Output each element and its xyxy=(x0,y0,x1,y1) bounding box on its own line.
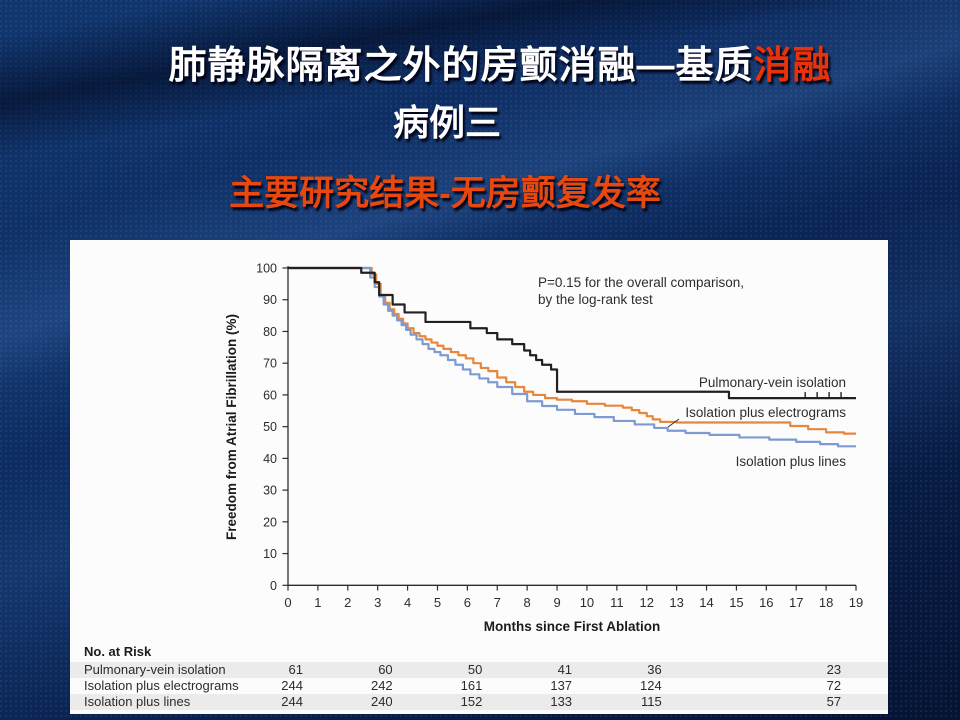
at-risk-value-month-0: 61 xyxy=(288,662,303,677)
pvalue-annotation-line1: P=0.15 for the overall comparison, xyxy=(538,275,744,290)
slide-title-white-part: 肺静脉隔离之外的房颤消融—基质 xyxy=(168,45,754,87)
y-tick-label-90: 90 xyxy=(263,293,277,307)
curve-isolation-plus-electrograms xyxy=(288,266,857,435)
y-tick-label-70: 70 xyxy=(263,357,277,371)
y-tick-label-60: 60 xyxy=(263,388,277,402)
x-tick-label-12: 12 xyxy=(640,595,654,610)
x-axis-title: Months since First Ablation xyxy=(484,619,661,634)
at-risk-value-month-18: 23 xyxy=(826,662,842,677)
slide-title-line2: 病例三 xyxy=(392,102,501,143)
y-tick-label-30: 30 xyxy=(263,484,277,498)
x-tick-label-3: 3 xyxy=(374,595,381,610)
at-risk-value-month-18: 72 xyxy=(826,678,842,693)
survival-chart-panel: 0 10 20 30 40 50 60 70 80 90 100 0 1 2 3 4 5 6 7 8 9 10 11 12 13… xyxy=(70,240,888,714)
x-tick-label-1: 1 xyxy=(314,595,321,610)
at-risk-row: Isolation plus electrograms 244 242 161 137 1… xyxy=(70,678,888,694)
y-tick-label-10: 10 xyxy=(263,547,277,561)
slide-subtitle: 主要研究结果-无房颤复发率 xyxy=(229,174,661,213)
y-tick-label-40: 40 xyxy=(263,452,277,466)
x-tick-label-8: 8 xyxy=(524,595,531,610)
at-risk-heading: No. at Risk xyxy=(84,644,152,659)
x-tick-label-0: 0 xyxy=(284,595,291,610)
at-risk-value-month-9: 41 xyxy=(557,662,573,677)
x-tick-label-19: 19 xyxy=(849,595,863,610)
x-tick-label-11: 11 xyxy=(610,595,624,610)
x-tick-label-14: 14 xyxy=(699,595,713,610)
at-risk-value-month-9: 133 xyxy=(550,694,573,709)
at-risk-value-month-3: 242 xyxy=(370,678,393,693)
x-tick-label-13: 13 xyxy=(669,595,683,610)
slide-title: 肺静脉隔离之外的房颤消融—基质消融 xyxy=(40,34,960,89)
x-tick-label-15: 15 xyxy=(729,595,743,610)
at-risk-value-month-9: 137 xyxy=(550,678,573,693)
y-tick-label-20: 20 xyxy=(263,515,277,529)
electrograms-label-connector xyxy=(667,418,680,428)
x-tick-label-16: 16 xyxy=(759,595,773,610)
at-risk-value-month-18: 57 xyxy=(826,694,842,709)
x-tick-label-17: 17 xyxy=(789,595,803,610)
at-risk-row: Pulmonary-vein isolation 61 60 50 41 36 23 xyxy=(70,662,888,678)
x-tick-label-9: 9 xyxy=(553,595,560,610)
at-risk-row-label: Isolation plus lines xyxy=(84,694,191,709)
slide-title-red-part: 消融 xyxy=(753,45,832,87)
at-risk-value-month-3: 60 xyxy=(378,662,393,677)
at-risk-value-month-6: 161 xyxy=(460,678,483,693)
y-axis-title: Freedom from Atrial Fibrillation (%) xyxy=(224,314,239,540)
at-risk-value-month-6: 50 xyxy=(467,662,483,677)
y-tick-label-100: 100 xyxy=(256,262,277,276)
x-tick-label-7: 7 xyxy=(494,595,501,610)
at-risk-row: Isolation plus lines 244 240 152 133 115 57 xyxy=(70,694,888,710)
x-tick-label-6: 6 xyxy=(464,595,471,610)
at-risk-row-label: Isolation plus electrograms xyxy=(84,678,239,693)
y-tick-label-50: 50 xyxy=(263,420,277,434)
curve-label-isolation-plus-lines: Isolation plus lines xyxy=(736,454,847,469)
at-risk-value-month-12: 36 xyxy=(647,662,662,677)
at-risk-row-label: Pulmonary-vein isolation xyxy=(84,662,226,677)
at-risk-value-month-12: 124 xyxy=(640,678,662,693)
curve-label-pulmonary-vein-isolation: Pulmonary-vein isolation xyxy=(699,375,846,390)
pvalue-annotation-line2: by the log-rank test xyxy=(538,292,653,307)
at-risk-value-month-3: 240 xyxy=(370,694,393,709)
x-tick-label-2: 2 xyxy=(344,595,351,610)
at-risk-value-month-12: 115 xyxy=(641,694,662,709)
at-risk-value-month-0: 244 xyxy=(281,694,303,709)
curve-isolation-plus-lines xyxy=(288,266,857,448)
x-tick-label-10: 10 xyxy=(580,595,594,610)
curve-label-isolation-plus-electrograms: Isolation plus electrograms xyxy=(685,405,846,420)
curve-pulmonary-vein-isolation xyxy=(288,266,857,400)
at-risk-value-month-6: 152 xyxy=(460,694,483,709)
x-tick-label-5: 5 xyxy=(434,595,441,610)
at-risk-value-month-0: 244 xyxy=(281,678,303,693)
y-tick-label-0: 0 xyxy=(270,579,277,593)
x-tick-label-18: 18 xyxy=(819,595,833,610)
y-tick-label-80: 80 xyxy=(263,325,277,339)
x-tick-label-4: 4 xyxy=(404,595,411,610)
